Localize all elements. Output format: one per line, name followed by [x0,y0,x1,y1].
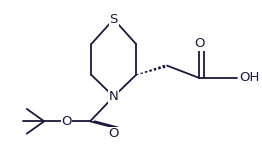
Text: OH: OH [239,71,259,85]
Text: N: N [109,90,119,103]
Text: O: O [61,115,72,128]
Text: O: O [108,127,119,140]
Text: S: S [110,13,118,26]
Text: O: O [194,37,205,51]
